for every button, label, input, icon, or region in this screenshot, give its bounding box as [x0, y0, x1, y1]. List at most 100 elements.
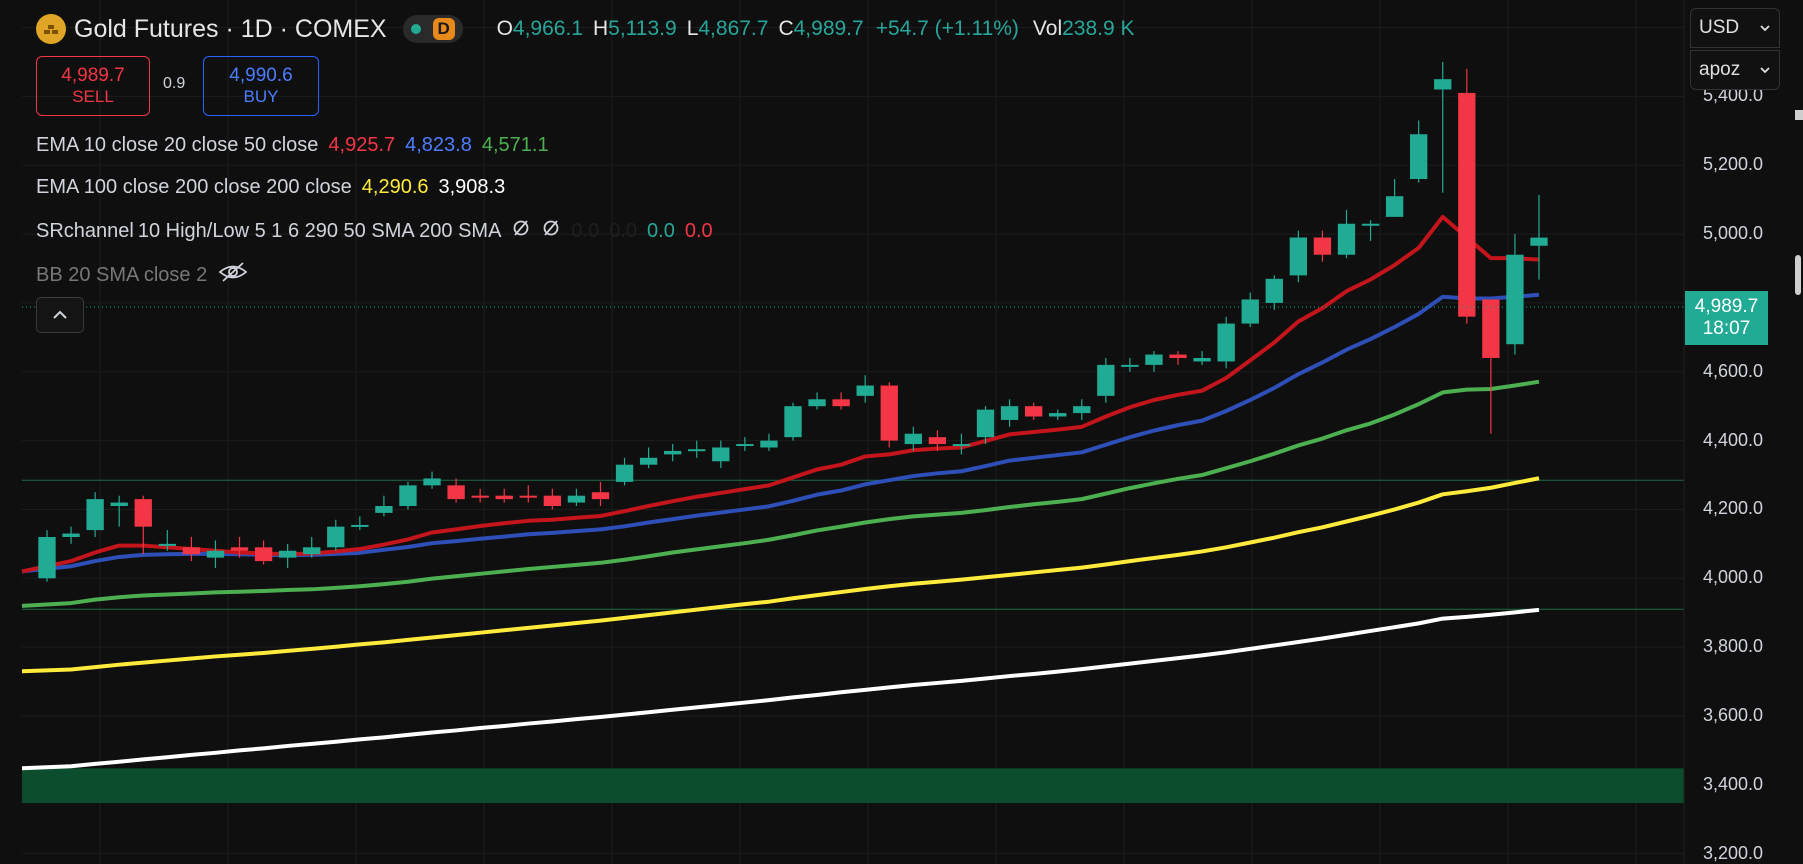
candle	[639, 447, 658, 469]
candle	[1145, 351, 1163, 372]
candle	[856, 375, 874, 403]
ema-lines	[21, 214, 1540, 771]
candle	[182, 536, 201, 562]
volume-label: Vol	[1032, 17, 1063, 40]
candle-body	[1073, 406, 1091, 414]
ema-line-ema50	[21, 379, 1540, 608]
candle-body	[351, 524, 369, 527]
bb-label: BB 20 SMA close 2	[36, 263, 208, 286]
symbol-title[interactable]: Gold Futures · 1D · COMEX	[74, 14, 387, 43]
collapse-legend-button[interactable]	[36, 297, 84, 333]
candle	[1506, 234, 1524, 355]
candle-body	[543, 495, 562, 507]
market-open-dot-icon	[410, 24, 421, 34]
ema-line-ema100	[21, 476, 1540, 674]
candle-body	[254, 547, 273, 562]
candle-body	[230, 547, 249, 551]
candle	[880, 382, 898, 448]
scrollbar-thumb	[1795, 255, 1801, 295]
candle	[688, 440, 706, 458]
candle	[976, 406, 995, 445]
candle-body	[86, 499, 104, 531]
indicator-ema-1[interactable]: EMA 10 close 20 close 50 close 4,925.7 4…	[36, 134, 559, 157]
candle	[38, 530, 56, 582]
candle	[904, 426, 922, 451]
candle-body	[447, 485, 465, 500]
candle	[808, 392, 826, 410]
candle-body	[1410, 134, 1428, 179]
candle-body	[1097, 364, 1115, 396]
candle	[615, 457, 634, 486]
high-label: H	[593, 17, 609, 40]
candle-body	[1265, 278, 1283, 303]
candle-body	[1217, 323, 1235, 362]
candle	[1169, 351, 1187, 365]
candle	[447, 478, 465, 503]
candle	[1097, 357, 1115, 403]
price-axis-tick: 3,400.0	[1702, 773, 1763, 794]
candle	[327, 519, 345, 551]
candle	[1385, 178, 1404, 217]
candle	[952, 433, 971, 455]
price-axis-tick: 3,800.0	[1702, 636, 1763, 657]
candle	[158, 530, 176, 551]
candle-body	[1289, 237, 1308, 276]
high-value: 5,113.9	[608, 17, 677, 40]
candle	[399, 481, 417, 510]
chart-grid	[22, 0, 1684, 864]
currency-value: USD	[1699, 17, 1740, 38]
buy-price: 4,990.6	[229, 65, 293, 86]
scale-select[interactable]: apoz	[1690, 50, 1780, 90]
indicator-bb[interactable]: BB 20 SMA close 2	[36, 260, 259, 290]
candle-body	[278, 550, 297, 558]
sr-levels	[22, 479, 1684, 804]
sell-button[interactable]: 4,989.7 SELL	[36, 56, 150, 116]
empty-set-icon	[511, 218, 531, 244]
candle-body	[880, 385, 898, 441]
candle-body	[62, 533, 80, 537]
candle-body	[1024, 406, 1043, 417]
candle-body	[1241, 299, 1259, 324]
candle	[1361, 220, 1380, 241]
candle-body	[206, 550, 225, 558]
indicator-srchannel[interactable]: SRchannel 10 High/Low 5 1 6 290 50 SMA 2…	[36, 218, 723, 244]
candle-body	[1121, 364, 1139, 367]
candle	[1121, 357, 1139, 372]
currency-select[interactable]: USD	[1690, 8, 1780, 48]
open-value: 4,966.1	[512, 17, 583, 40]
candle-body	[1458, 92, 1476, 317]
candle	[1482, 299, 1500, 434]
candle-body	[423, 478, 441, 486]
candle-body	[375, 506, 393, 513]
candles	[38, 61, 1548, 582]
sr-zone	[22, 768, 1684, 804]
candle-body	[928, 437, 947, 445]
candle	[254, 540, 273, 565]
candle-body	[688, 449, 706, 452]
sr-value-1: 0.0	[571, 219, 600, 242]
buy-button[interactable]: 4,990.6 BUY	[203, 56, 319, 116]
close-label: C	[778, 17, 794, 40]
candle-body	[856, 385, 874, 396]
price-axis-tick: 5,200.0	[1702, 154, 1763, 175]
sell-label: SELL	[72, 87, 114, 106]
candle-body	[399, 485, 417, 507]
price-axis-tick: 4,400.0	[1702, 429, 1763, 450]
bar-countdown: 18:07	[1702, 318, 1751, 339]
market-status[interactable]: D	[402, 15, 463, 43]
candle	[495, 488, 513, 503]
candle	[110, 495, 128, 527]
sr-value-2: 0.0	[609, 219, 638, 242]
candle-body	[38, 536, 56, 579]
candle	[423, 471, 441, 489]
sr-params: 10 High/Low 5 1 6 290 50 SMA 200 SMA	[137, 219, 502, 242]
indicator-ema-2[interactable]: EMA 100 close 200 close 200 close 4,290.…	[36, 176, 515, 199]
candle-body	[1530, 237, 1548, 246]
ema10-value: 4,925.7	[328, 134, 396, 156]
candle	[1217, 316, 1235, 369]
candle-body	[639, 457, 658, 465]
candle-body	[1385, 196, 1404, 217]
header-bar: Gold Futures · 1D · COMEX D O 4,966.1 H …	[36, 12, 1135, 46]
eye-hidden-icon[interactable]	[217, 260, 249, 290]
